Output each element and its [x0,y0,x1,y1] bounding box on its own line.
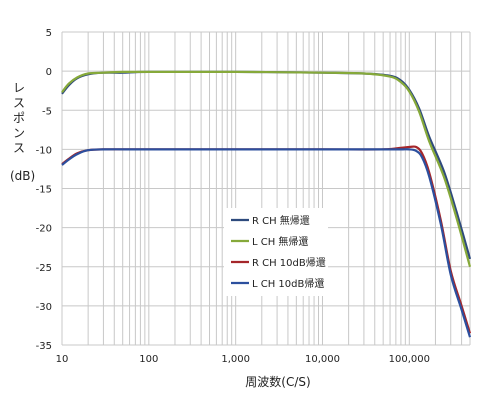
y-tick-label: -20 [36,224,52,235]
y-tick-label: -25 [36,263,52,274]
series-line [61,70,472,268]
x-tick-label: 100,000 [389,354,430,365]
legend-label: L CH 10dB帰還 [252,277,324,290]
y-tick-label: -15 [36,185,52,196]
tick-labels: 5 0 -5 -10 -15 -20 -25 -30 -35 10 100 1,000 10,000 10… [36,28,430,365]
grid [61,31,471,346]
y-tick-label: -10 [36,145,52,156]
x-tick-label: 1,000 [221,354,250,365]
x-tick-label: 10 [56,354,69,365]
legend-label: R CH 10dB帰還 [252,256,326,269]
y-tick-label: -35 [36,341,52,352]
y-axis-label: レスポンス [13,81,25,155]
y-tick-label: -30 [36,302,52,313]
series-layer [61,70,472,338]
legend-box [224,208,328,296]
x-axis-label: 周波数(C/S) [245,374,310,389]
y-tick-label: 5 [46,28,52,39]
y-axis-unit: (dB) [10,169,35,183]
legend: R CH 無帰還 L CH 無帰還 R CH 10dB帰還 L CH 10dB帰還 [224,208,328,296]
series-line [61,148,472,338]
y-tick-label: 0 [46,67,52,78]
legend-label: L CH 無帰還 [252,235,308,248]
x-tick-label: 10,000 [305,354,340,365]
x-tick-label: 100 [139,354,158,365]
legend-label: R CH 無帰還 [252,214,310,227]
y-tick-label: -5 [42,106,52,117]
